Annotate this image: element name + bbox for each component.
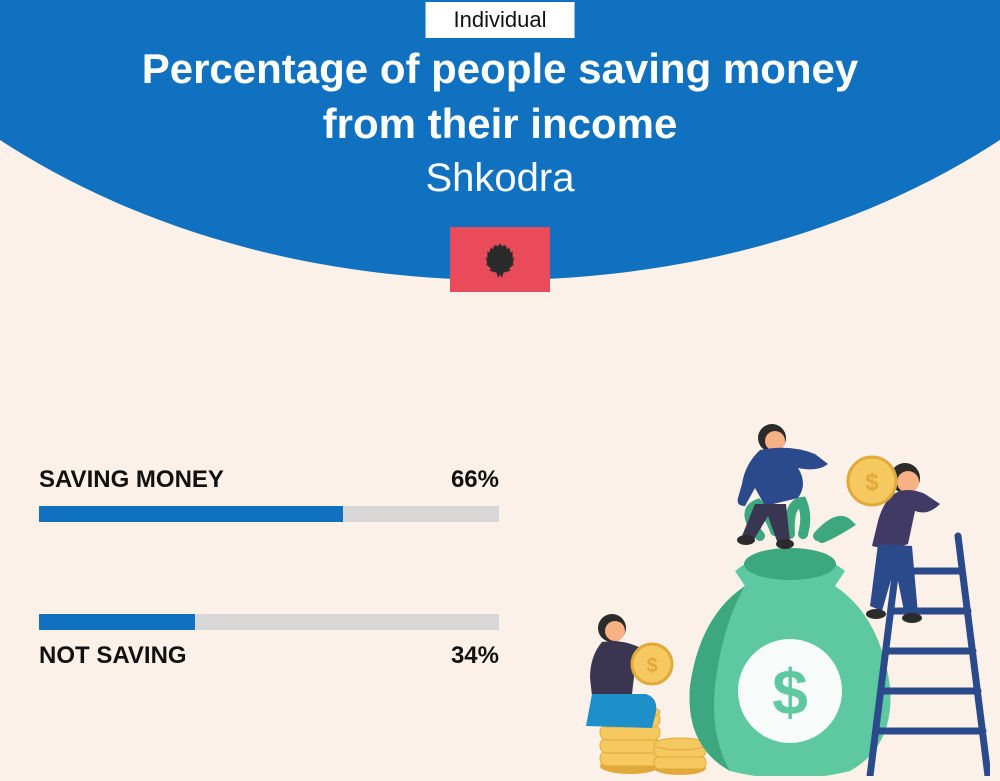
bar-label-row: NOT SAVING 34% xyxy=(39,642,499,670)
title-line-1: Percentage of people saving money xyxy=(0,42,1000,97)
bar-not-saving: NOT SAVING 34% xyxy=(39,614,499,670)
bar-gap xyxy=(39,522,499,614)
bars-section: SAVING MONEY 66% NOT SAVING 34% xyxy=(39,466,499,670)
bar-value: 66% xyxy=(451,466,499,494)
person-top-icon xyxy=(737,424,828,549)
svg-text:$: $ xyxy=(865,469,879,496)
category-badge: Individual xyxy=(426,2,575,38)
flag-albania xyxy=(450,227,550,292)
svg-text:$: $ xyxy=(772,656,808,728)
bar-track xyxy=(39,506,499,522)
bar-fill xyxy=(39,506,343,522)
bar-track xyxy=(39,614,499,630)
page-subtitle: Shkodra xyxy=(0,156,1000,201)
bar-label-row: SAVING MONEY 66% xyxy=(39,466,499,494)
savings-illustration: $ $ xyxy=(560,416,990,776)
flag-emblem-icon xyxy=(473,238,527,282)
page-title: Percentage of people saving money from t… xyxy=(0,42,1000,151)
svg-text:$: $ xyxy=(646,655,657,677)
bar-label: SAVING MONEY xyxy=(39,466,224,494)
bar-label: NOT SAVING xyxy=(39,642,187,670)
title-line-2: from their income xyxy=(0,97,1000,152)
bar-fill xyxy=(39,614,195,630)
bar-value: 34% xyxy=(451,642,499,670)
bar-saving-money: SAVING MONEY 66% xyxy=(39,466,499,522)
